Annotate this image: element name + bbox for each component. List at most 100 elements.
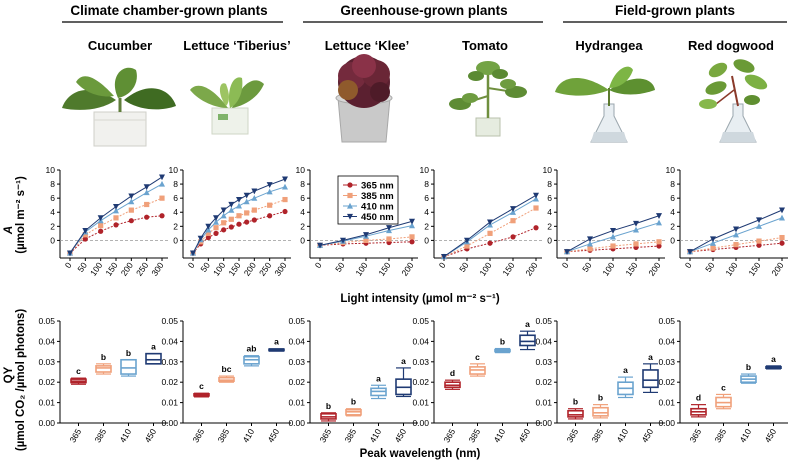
data-point [656, 219, 662, 226]
top-ylabel-units: (µmol m⁻² s⁻¹) [15, 176, 27, 254]
data-point [98, 228, 104, 234]
data-point [205, 234, 211, 241]
x-tick-label: 365 [190, 427, 206, 445]
x-tick-label: 100 [88, 260, 104, 278]
data-point [656, 243, 662, 249]
box-450: a [642, 352, 659, 393]
significance-letter: a [648, 352, 653, 362]
data-point [363, 237, 369, 243]
x-tick-label: 200 [399, 260, 415, 278]
x-tick-label: 450 [639, 427, 655, 445]
data-point [221, 227, 227, 233]
box-365: c [193, 381, 210, 398]
y-tick-label: 10 [296, 165, 306, 175]
plant-photo-hydrangea [555, 66, 655, 143]
x-tick-label: 410 [117, 427, 133, 445]
box-panel-2: 0.00 0.01 0.02 0.03 0.04 0.05 365 c 385 bc 410 ab 45… [161, 316, 291, 444]
data-point [113, 222, 119, 228]
box-410: a [617, 365, 634, 399]
data-point [409, 222, 415, 229]
data-point [236, 213, 242, 219]
plant-photo-tomato [449, 61, 527, 137]
significance-letter: bc [222, 364, 232, 374]
legend-marker [347, 182, 353, 188]
x-tick-label: 200 [646, 260, 662, 278]
box-panel-5: 0.00 0.01 0.02 0.03 0.04 0.05 365 b 385 b 410 a 450 a [535, 316, 665, 444]
data-point [756, 217, 762, 224]
y-tick-label: 4 [50, 207, 55, 217]
box-body [95, 365, 112, 373]
data-point [510, 206, 516, 212]
significance-letter: a [623, 365, 628, 375]
data-point [221, 220, 227, 226]
significance-letter: b [573, 397, 578, 407]
data-point [128, 193, 135, 200]
y-tick-label: 0.02 [38, 377, 55, 387]
data-point [220, 207, 227, 214]
y-tick-label: 0.03 [412, 357, 429, 367]
x-tick-label: 365 [687, 427, 703, 445]
y-tick-label: 0.05 [38, 316, 55, 326]
legend-label: 365 nm [361, 181, 394, 192]
y-tick-label: 0.03 [38, 357, 55, 367]
box-body [567, 409, 584, 418]
x-tick-label: 50 [457, 260, 471, 274]
x-tick-label: 0 [313, 260, 324, 270]
y-tick-label: 6 [173, 193, 178, 203]
box-385: c [469, 352, 486, 377]
x-tick-label: 0 [437, 260, 448, 270]
x-tick-label: 410 [491, 427, 507, 445]
y-tick-label: 0.04 [658, 336, 675, 346]
y-tick-label: 0.01 [535, 398, 552, 408]
y-tick-label: 8 [50, 179, 55, 189]
data-point [409, 234, 415, 240]
data-point [144, 214, 150, 220]
significance-letter: b [598, 393, 603, 403]
y-tick-label: 2 [424, 221, 429, 231]
data-point [533, 192, 539, 199]
data-point [251, 188, 258, 195]
data-point [244, 219, 250, 225]
x-tick-label: 250 [257, 260, 273, 278]
x-tick-label: 150 [500, 260, 516, 278]
x-tick-label: 410 [240, 427, 256, 445]
data-point [386, 225, 392, 231]
significance-letter: ab [247, 344, 257, 354]
data-point [190, 250, 196, 257]
box-body [592, 406, 609, 417]
x-tick-label: 450 [392, 427, 408, 445]
data-point [633, 226, 639, 233]
box-450: a [519, 319, 536, 351]
y-tick-label: 0.01 [412, 398, 429, 408]
y-tick-label: 0.05 [288, 316, 305, 326]
significance-letter: a [525, 319, 530, 329]
data-point [228, 206, 235, 213]
data-point [487, 240, 493, 246]
x-tick-label: 410 [614, 427, 630, 445]
x-tick-label: 385 [589, 427, 605, 445]
data-point [213, 225, 219, 231]
y-tick-label: 0.02 [658, 377, 675, 387]
x-tick-label: 150 [623, 260, 639, 278]
box-385: b [592, 393, 609, 419]
plant-name-hydrangea: Hydrangea [575, 38, 643, 53]
y-tick-label: 0 [424, 235, 429, 245]
y-tick-label: 0.04 [412, 336, 429, 346]
bottom-ylabel-symbol: QY [3, 366, 15, 383]
significance-letter: b [326, 401, 331, 411]
plant-photo-lettuce-klee [335, 54, 393, 143]
y-tick-label: 0 [300, 235, 305, 245]
data-point [464, 243, 470, 249]
data-point [159, 180, 165, 187]
y-tick-label: 6 [670, 193, 675, 203]
x-tick-label: 385 [215, 427, 231, 445]
significance-letter: b [746, 362, 751, 372]
box-410: a [370, 373, 387, 400]
x-tick-label: 300 [149, 260, 165, 278]
data-point [213, 218, 219, 225]
y-tick-label: 10 [666, 165, 676, 175]
series-line-450-nm [69, 176, 163, 254]
y-tick-label: 0.05 [535, 316, 552, 326]
box-365: c [70, 366, 87, 385]
